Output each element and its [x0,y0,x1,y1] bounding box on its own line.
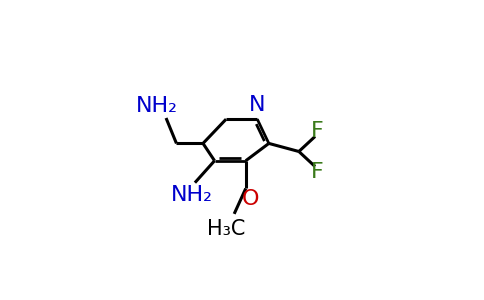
Text: H₃C: H₃C [207,219,245,239]
Text: NH₂: NH₂ [136,97,178,116]
Text: O: O [242,189,259,209]
Text: F: F [311,121,324,141]
Text: NH₂: NH₂ [170,185,212,206]
Text: F: F [311,162,324,182]
Text: N: N [249,95,266,115]
